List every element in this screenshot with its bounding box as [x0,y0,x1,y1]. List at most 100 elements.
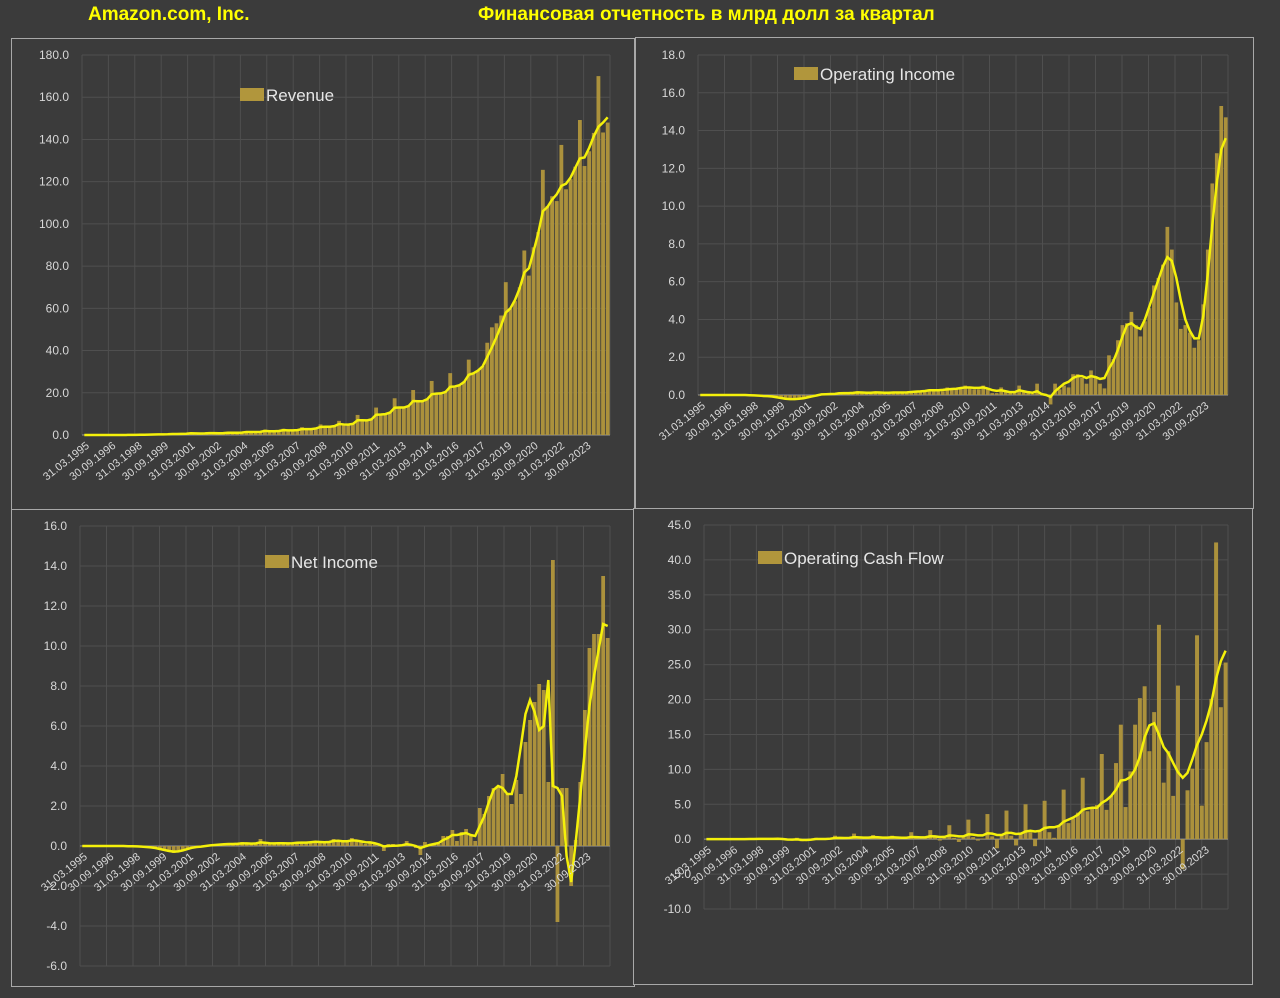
bar [956,839,961,842]
bar [1180,839,1185,870]
bar [327,842,331,846]
bar [462,381,467,435]
bar [1165,226,1170,395]
bar [1199,805,1204,840]
bar [792,395,797,399]
y-tick-label: 120.0 [39,175,69,189]
bar [536,232,541,435]
bar [952,837,957,840]
y-tick-label: 4.0 [50,759,67,773]
bar [276,430,281,435]
y-tick-label: -6.0 [46,959,67,973]
bar [605,638,610,846]
bar [397,407,402,435]
bar [531,247,536,435]
bar [254,844,258,846]
y-tick-label: -2.0 [46,879,67,893]
bar [299,842,304,846]
legend-swatch [794,67,818,80]
y-tick-label: 35.0 [668,588,692,602]
bar [313,428,318,435]
y-tick-label: 20.0 [46,386,70,400]
bar [878,392,882,395]
revenue-chart-panel: 0.0 20.0 40.0 60.0 80.0 100.0 120.0 140.0 160.0 1… [11,38,635,510]
bar [949,389,954,395]
y-tick-label: 20.0 [668,693,692,707]
bar [1021,391,1026,395]
bar [945,387,950,395]
legend-swatch [265,555,289,568]
bar [967,387,972,395]
bar [605,122,610,435]
bar [1062,385,1066,395]
bar [1012,393,1017,395]
bar [445,836,450,846]
bar [304,843,309,846]
bar [1066,387,1071,395]
bar [975,839,980,841]
y-tick-label: 8.0 [668,237,685,251]
bar [564,788,569,846]
legend-label: Revenue [266,86,334,105]
bar [360,420,365,435]
bar [341,424,346,435]
bar [966,819,971,840]
bar [913,391,918,395]
bar [994,393,999,395]
bar [473,841,478,846]
legend-label: Operating Income [820,65,955,84]
bar [559,144,564,435]
y-tick-label: 60.0 [46,301,70,315]
bar [990,393,995,395]
y-tick-label: 140.0 [39,132,69,146]
bar [1147,751,1152,840]
bar [436,844,441,846]
bar [523,742,528,846]
bar [1161,264,1165,395]
bar [466,359,471,435]
bar [505,794,510,846]
bar [1201,304,1206,395]
y-tick-label: 30.0 [668,623,692,637]
bar [267,430,272,435]
bar [1093,376,1098,395]
bar [783,395,788,400]
bar [1133,724,1138,840]
y-tick-label: 14.0 [44,559,68,573]
bar [1053,383,1057,395]
legend-swatch [240,88,264,101]
bar [1156,277,1161,395]
bar [468,836,473,846]
bar [1205,249,1210,395]
bar [308,842,313,846]
bar [936,391,941,395]
bar [322,843,327,846]
bar [263,843,267,846]
bar [927,389,932,395]
bar [313,841,318,846]
bar [355,414,360,435]
bar [1210,183,1215,395]
bar [931,390,936,395]
bar [1218,707,1223,840]
y-tick-label: -4.0 [46,919,67,933]
bar [806,395,810,397]
bar [383,414,388,435]
bar [415,401,420,435]
bar [947,825,952,840]
bar [942,837,947,840]
bar [550,196,555,435]
bar [1109,795,1114,840]
bar [1071,818,1076,840]
y-tick-label: 180.0 [39,48,69,62]
bar [560,788,564,846]
bar [923,837,928,840]
bar [452,387,457,435]
bar [985,814,990,840]
bar [564,189,568,435]
y-tick-label: 15.0 [668,727,692,741]
bar [1209,698,1214,840]
bar [1178,328,1183,395]
bar [894,838,899,840]
bar [1071,374,1075,395]
